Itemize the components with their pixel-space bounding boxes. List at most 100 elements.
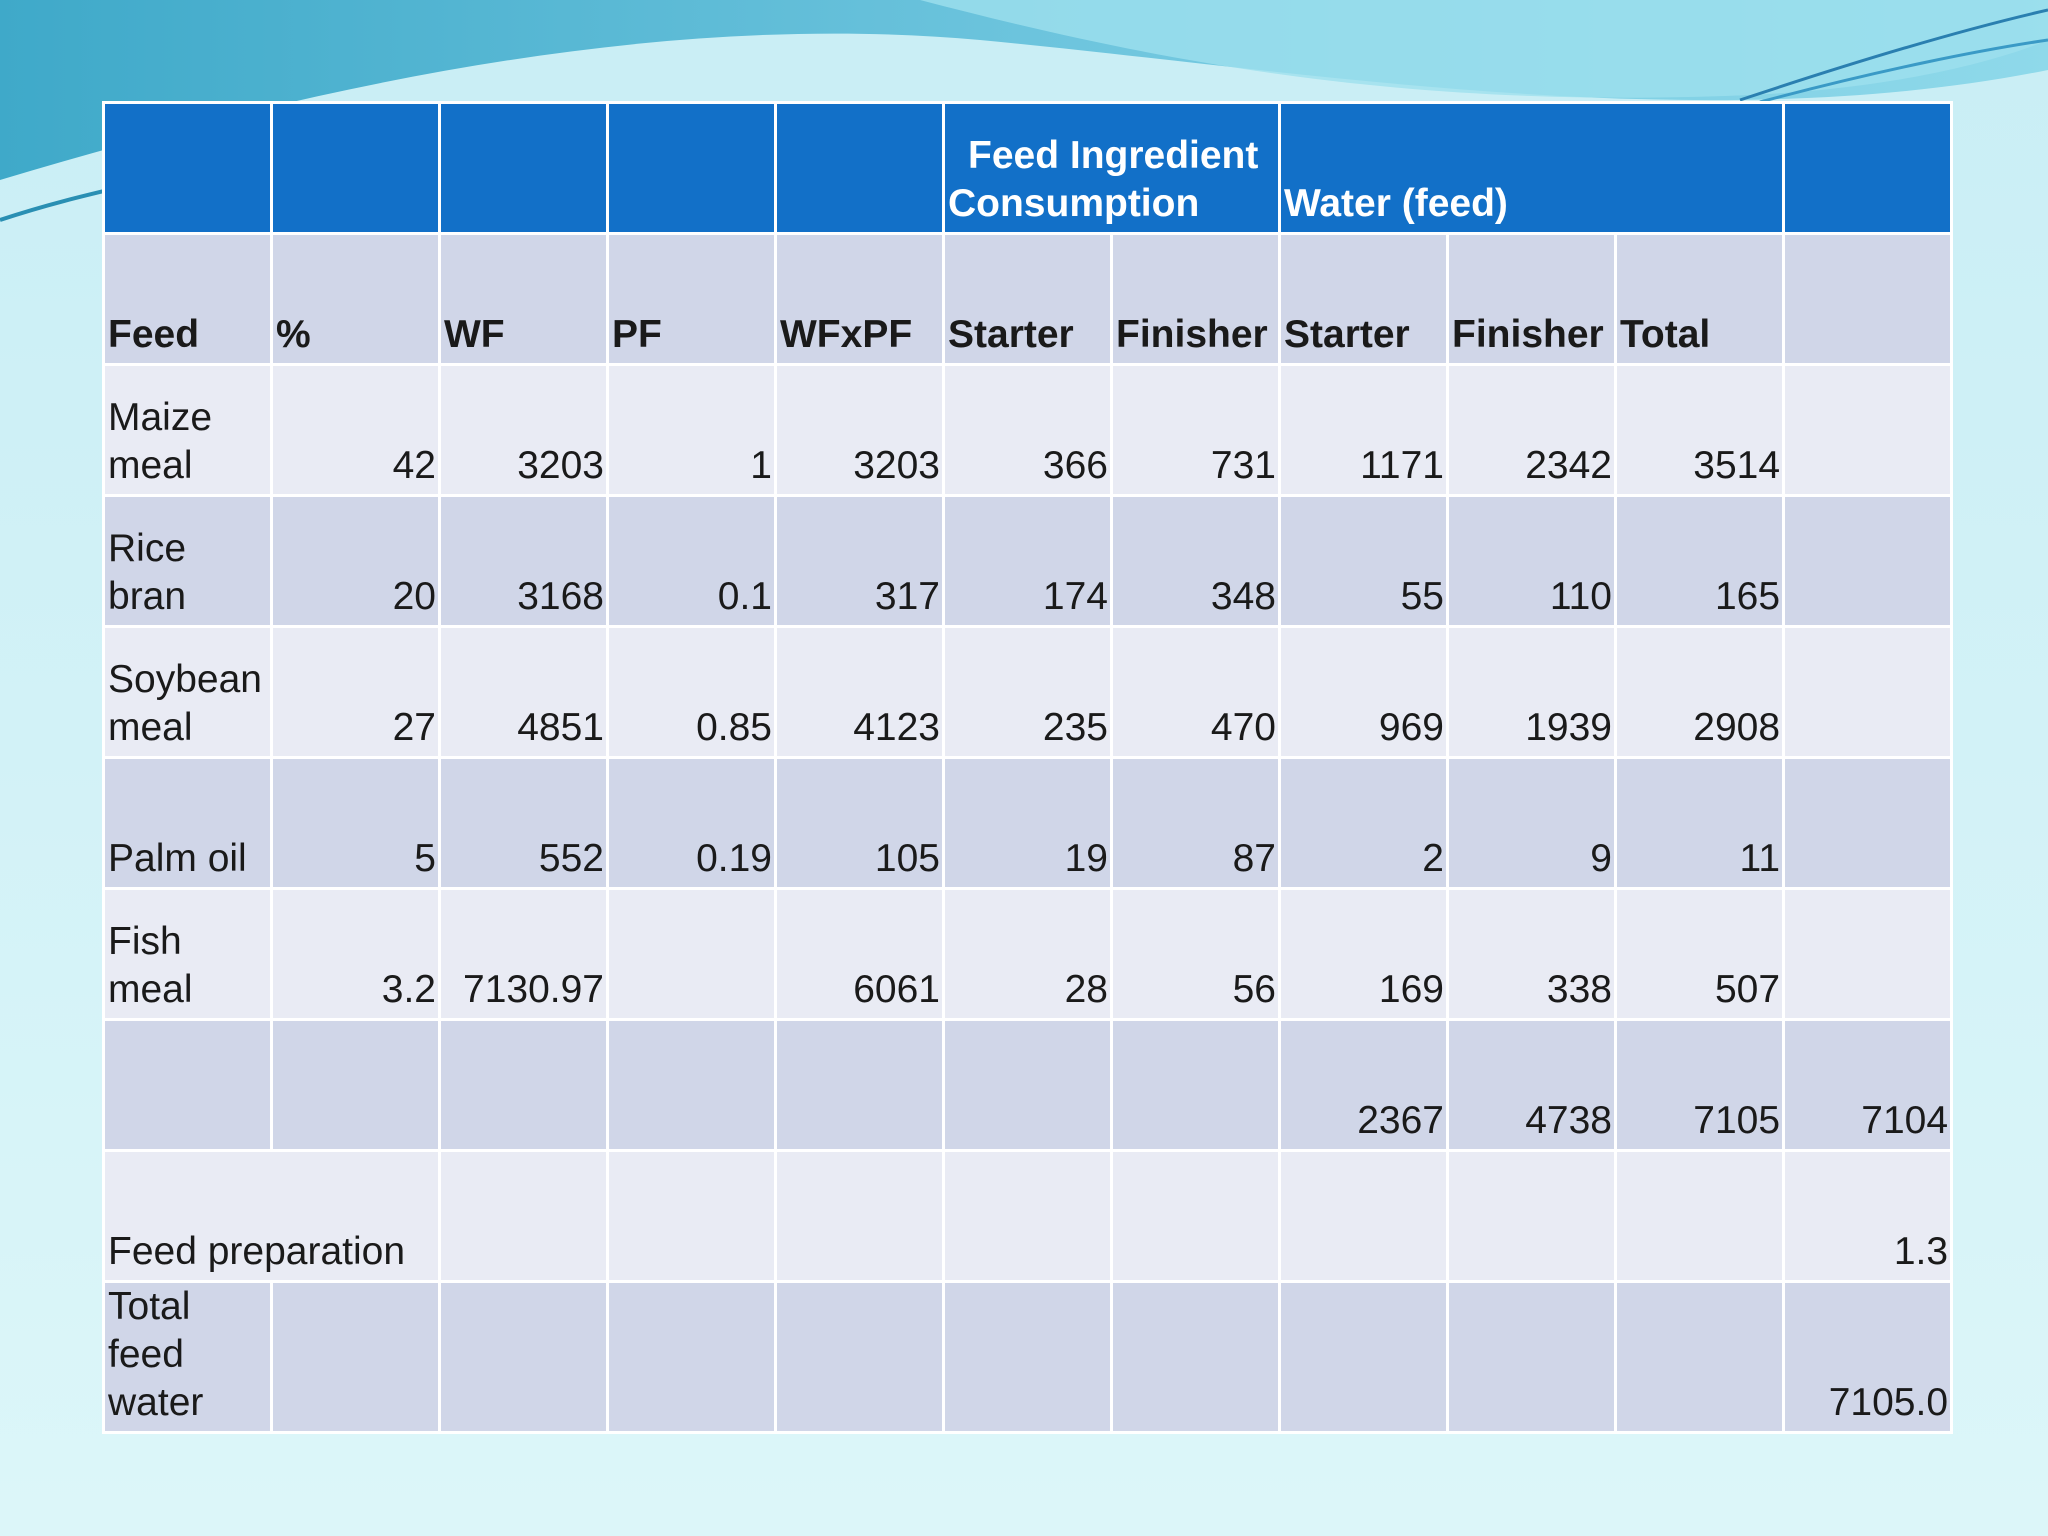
water-starter-cell: 969 (1281, 628, 1446, 756)
empty-cell (1113, 1283, 1278, 1431)
consumption-finisher-cell: 348 (1113, 497, 1278, 625)
extra-cell (1785, 497, 1951, 625)
column-header-percent: % (273, 235, 438, 363)
consumption-finisher-cell: 731 (1113, 366, 1278, 494)
wfxpf-cell (777, 1021, 942, 1149)
water-finisher-cell: 338 (1449, 890, 1614, 1018)
wf-cell: 3168 (441, 497, 606, 625)
table-row: Maize meal 42 3203 1 3203 366 731 1171 2… (105, 366, 1951, 494)
extra-cell (1785, 366, 1951, 494)
wfxpf-cell: 317 (777, 497, 942, 625)
extra-cell (1785, 890, 1951, 1018)
extra-cell (1785, 759, 1951, 887)
empty-cell (1449, 1283, 1614, 1431)
column-header-wfxpf: WFxPF (777, 235, 942, 363)
empty-cell (1449, 1152, 1614, 1280)
wfxpf-cell: 4123 (777, 628, 942, 756)
empty-cell (1617, 1152, 1783, 1280)
wf-cell: 3203 (441, 366, 606, 494)
total-cell: 3514 (1617, 366, 1783, 494)
consumption-finisher-cell (1113, 1021, 1278, 1149)
percent-cell: 20 (273, 497, 438, 625)
group-header-cell (441, 104, 606, 232)
column-header-feed: Feed (105, 235, 270, 363)
table-row: Fish meal 3.2 7130.97 6061 28 56 169 338… (105, 890, 1951, 1018)
total-cell: 507 (1617, 890, 1783, 1018)
water-starter-cell: 2 (1281, 759, 1446, 887)
consumption-finisher-cell: 87 (1113, 759, 1278, 887)
wfxpf-cell: 6061 (777, 890, 942, 1018)
feed-water-table: Feed Ingredient Consumption Water (feed)… (102, 101, 1954, 1434)
consumption-starter-cell: 28 (945, 890, 1110, 1018)
wf-cell: 7130.97 (441, 890, 606, 1018)
water-finisher-cell: 9 (1449, 759, 1614, 887)
group-header-row: Feed Ingredient Consumption Water (feed) (105, 104, 1951, 232)
empty-cell (1281, 1152, 1446, 1280)
extra-total-cell: 7104 (1785, 1021, 1951, 1149)
column-header-total: Total (1617, 235, 1783, 363)
water-grand-total-cell: 7105 (1617, 1021, 1783, 1149)
percent-cell (273, 1021, 438, 1149)
empty-cell (441, 1283, 606, 1431)
water-feed-header: Water (feed) (1281, 104, 1783, 232)
feed-ingredient-consumption-header: Feed Ingredient Consumption (945, 104, 1278, 232)
water-starter-cell: 169 (1281, 890, 1446, 1018)
table-row: Rice bran 20 3168 0.1 317 174 348 55 110… (105, 497, 1951, 625)
consumption-starter-cell (945, 1021, 1110, 1149)
water-starter-cell: 1171 (1281, 366, 1446, 494)
consumption-finisher-cell: 56 (1113, 890, 1278, 1018)
wf-cell: 552 (441, 759, 606, 887)
pf-cell: 0.85 (609, 628, 774, 756)
pf-cell (609, 890, 774, 1018)
percent-cell: 27 (273, 628, 438, 756)
column-header-pf: PF (609, 235, 774, 363)
consumption-starter-cell: 19 (945, 759, 1110, 887)
table-row: Palm oil 5 552 0.19 105 19 87 2 9 11 (105, 759, 1951, 887)
group-header-cell (273, 104, 438, 232)
water-finisher-total-cell: 4738 (1449, 1021, 1614, 1149)
empty-cell (441, 1152, 606, 1280)
column-header-blank (1785, 235, 1951, 363)
table-row: Soybean meal 27 4851 0.85 4123 235 470 9… (105, 628, 1951, 756)
totals-row: 2367 4738 7105 7104 (105, 1021, 1951, 1149)
group-header-cell (777, 104, 942, 232)
wf-cell (441, 1021, 606, 1149)
empty-cell (1113, 1152, 1278, 1280)
total-feed-water-label: Total feed water (105, 1283, 270, 1431)
pf-cell: 0.19 (609, 759, 774, 887)
group-header-cell (105, 104, 270, 232)
empty-cell (273, 1283, 438, 1431)
empty-cell (945, 1283, 1110, 1431)
extra-cell (1785, 628, 1951, 756)
consumption-starter-cell: 366 (945, 366, 1110, 494)
total-feed-water-value: 7105.0 (1785, 1283, 1951, 1431)
column-header-consumption-starter: Starter (945, 235, 1110, 363)
consumption-starter-cell: 235 (945, 628, 1110, 756)
feed-preparation-row: Feed preparation 1.3 (105, 1152, 1951, 1280)
water-finisher-cell: 1939 (1449, 628, 1614, 756)
feed-name-cell (105, 1021, 270, 1149)
feed-name-cell: Maize meal (105, 366, 270, 494)
group-header-cell (609, 104, 774, 232)
percent-cell: 5 (273, 759, 438, 887)
consumption-finisher-cell: 470 (1113, 628, 1278, 756)
empty-cell (609, 1152, 774, 1280)
column-header-row: Feed % WF PF WFxPF Starter Finisher Star… (105, 235, 1951, 363)
percent-cell: 3.2 (273, 890, 438, 1018)
column-header-water-finisher: Finisher (1449, 235, 1614, 363)
feed-preparation-value: 1.3 (1785, 1152, 1951, 1280)
water-finisher-cell: 110 (1449, 497, 1614, 625)
empty-cell (1617, 1283, 1783, 1431)
group-header-cell (1785, 104, 1951, 232)
total-cell: 11 (1617, 759, 1783, 887)
feed-water-table-container: Feed Ingredient Consumption Water (feed)… (102, 101, 1954, 1434)
feed-preparation-label: Feed preparation (105, 1152, 438, 1280)
total-cell: 165 (1617, 497, 1783, 625)
total-feed-water-row: Total feed water 7105.0 (105, 1283, 1951, 1431)
feed-name-cell: Palm oil (105, 759, 270, 887)
wf-cell: 4851 (441, 628, 606, 756)
feed-name-cell: Rice bran (105, 497, 270, 625)
wfxpf-cell: 105 (777, 759, 942, 887)
empty-cell (777, 1283, 942, 1431)
water-finisher-cell: 2342 (1449, 366, 1614, 494)
